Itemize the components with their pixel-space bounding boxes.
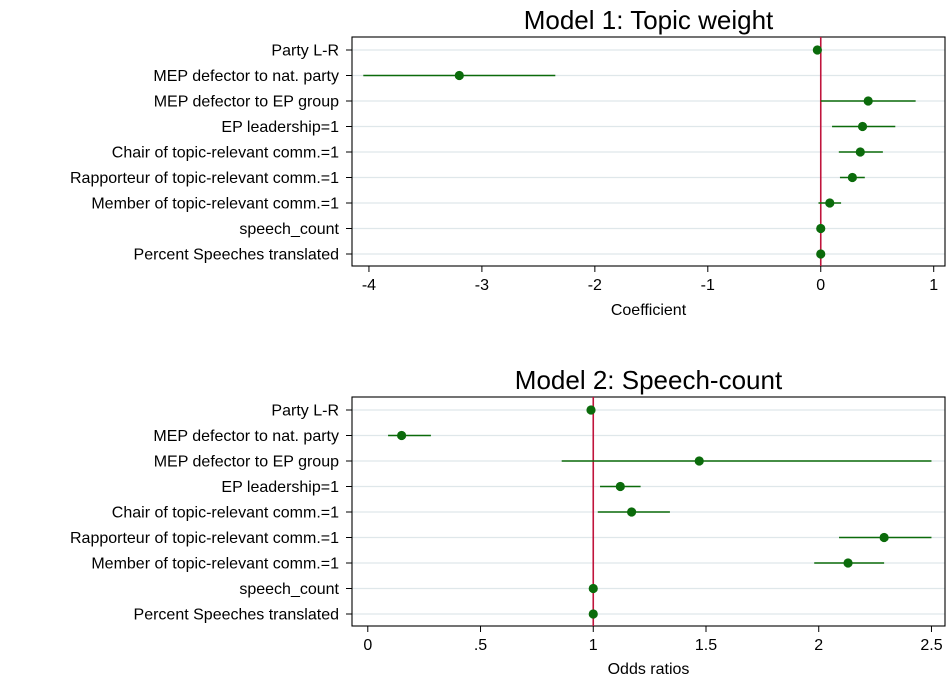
category-label: MEP defector to EP group bbox=[154, 94, 339, 111]
x-tick-label: -4 bbox=[362, 277, 376, 294]
point-estimate bbox=[812, 45, 822, 55]
point-estimate bbox=[454, 70, 464, 81]
point-estimate bbox=[816, 249, 826, 259]
point-estimate bbox=[586, 405, 596, 415]
point-estimate bbox=[397, 430, 407, 441]
category-label: Percent Speeches translated bbox=[134, 607, 339, 624]
point-estimate bbox=[588, 583, 598, 594]
point-estimate bbox=[626, 507, 637, 517]
x-tick-label: 2 bbox=[814, 637, 823, 654]
point-estimate bbox=[816, 223, 826, 234]
x-axis-title: Odds ratios bbox=[608, 661, 690, 678]
x-axis-title: Coefficient bbox=[611, 302, 687, 319]
x-tick-label: -3 bbox=[475, 277, 489, 294]
panel-title: Model 2: Speech-count bbox=[515, 365, 783, 395]
point-estimate bbox=[825, 198, 835, 208]
panel-title: Model 1: Topic weight bbox=[524, 5, 774, 35]
x-tick-label: 0 bbox=[363, 637, 372, 654]
category-label: Chair of topic-relevant comm.=1 bbox=[112, 145, 339, 162]
x-tick-label: 1 bbox=[589, 637, 598, 654]
category-label: Rapporteur of topic-relevant comm.=1 bbox=[70, 170, 339, 187]
category-label: speech_count bbox=[239, 221, 339, 238]
category-label: Chair of topic-relevant comm.=1 bbox=[112, 505, 339, 522]
category-label: MEP defector to EP group bbox=[154, 454, 339, 471]
x-tick-label: 1.5 bbox=[695, 637, 717, 654]
category-label: Member of topic-relevant comm.=1 bbox=[91, 196, 339, 213]
category-label: Rapporteur of topic-relevant comm.=1 bbox=[70, 530, 339, 547]
point-estimate bbox=[847, 172, 857, 183]
point-estimate bbox=[694, 456, 704, 466]
point-estimate bbox=[857, 121, 868, 132]
category-label: speech_count bbox=[239, 581, 339, 598]
point-estimate bbox=[843, 558, 853, 568]
category-label: Party L-R bbox=[271, 403, 339, 420]
category-label: EP leadership=1 bbox=[221, 119, 339, 136]
category-label: Percent Speeches translated bbox=[134, 247, 339, 264]
x-tick-label: .5 bbox=[474, 637, 487, 654]
point-estimate bbox=[615, 481, 625, 492]
x-tick-label: 2.5 bbox=[920, 637, 942, 654]
point-estimate bbox=[855, 147, 865, 157]
x-tick-label: -2 bbox=[588, 277, 602, 294]
x-tick-label: 0 bbox=[816, 277, 825, 294]
x-tick-label: 1 bbox=[929, 277, 938, 294]
x-tick-label: -1 bbox=[701, 277, 715, 294]
category-label: EP leadership=1 bbox=[221, 479, 339, 496]
point-estimate bbox=[879, 532, 889, 543]
panel-2: Model 2: Speech-count Party L-R MEP defect… bbox=[70, 365, 946, 678]
point-estimate bbox=[863, 96, 873, 106]
panel-1: Model 1: Topic weight Party L-R MEP defect… bbox=[70, 5, 946, 319]
point-estimate bbox=[588, 609, 598, 619]
category-label: Member of topic-relevant comm.=1 bbox=[91, 556, 339, 573]
category-label: Party L-R bbox=[271, 43, 339, 60]
category-label: MEP defector to nat. party bbox=[153, 68, 339, 85]
category-label: MEP defector to nat. party bbox=[153, 428, 339, 445]
